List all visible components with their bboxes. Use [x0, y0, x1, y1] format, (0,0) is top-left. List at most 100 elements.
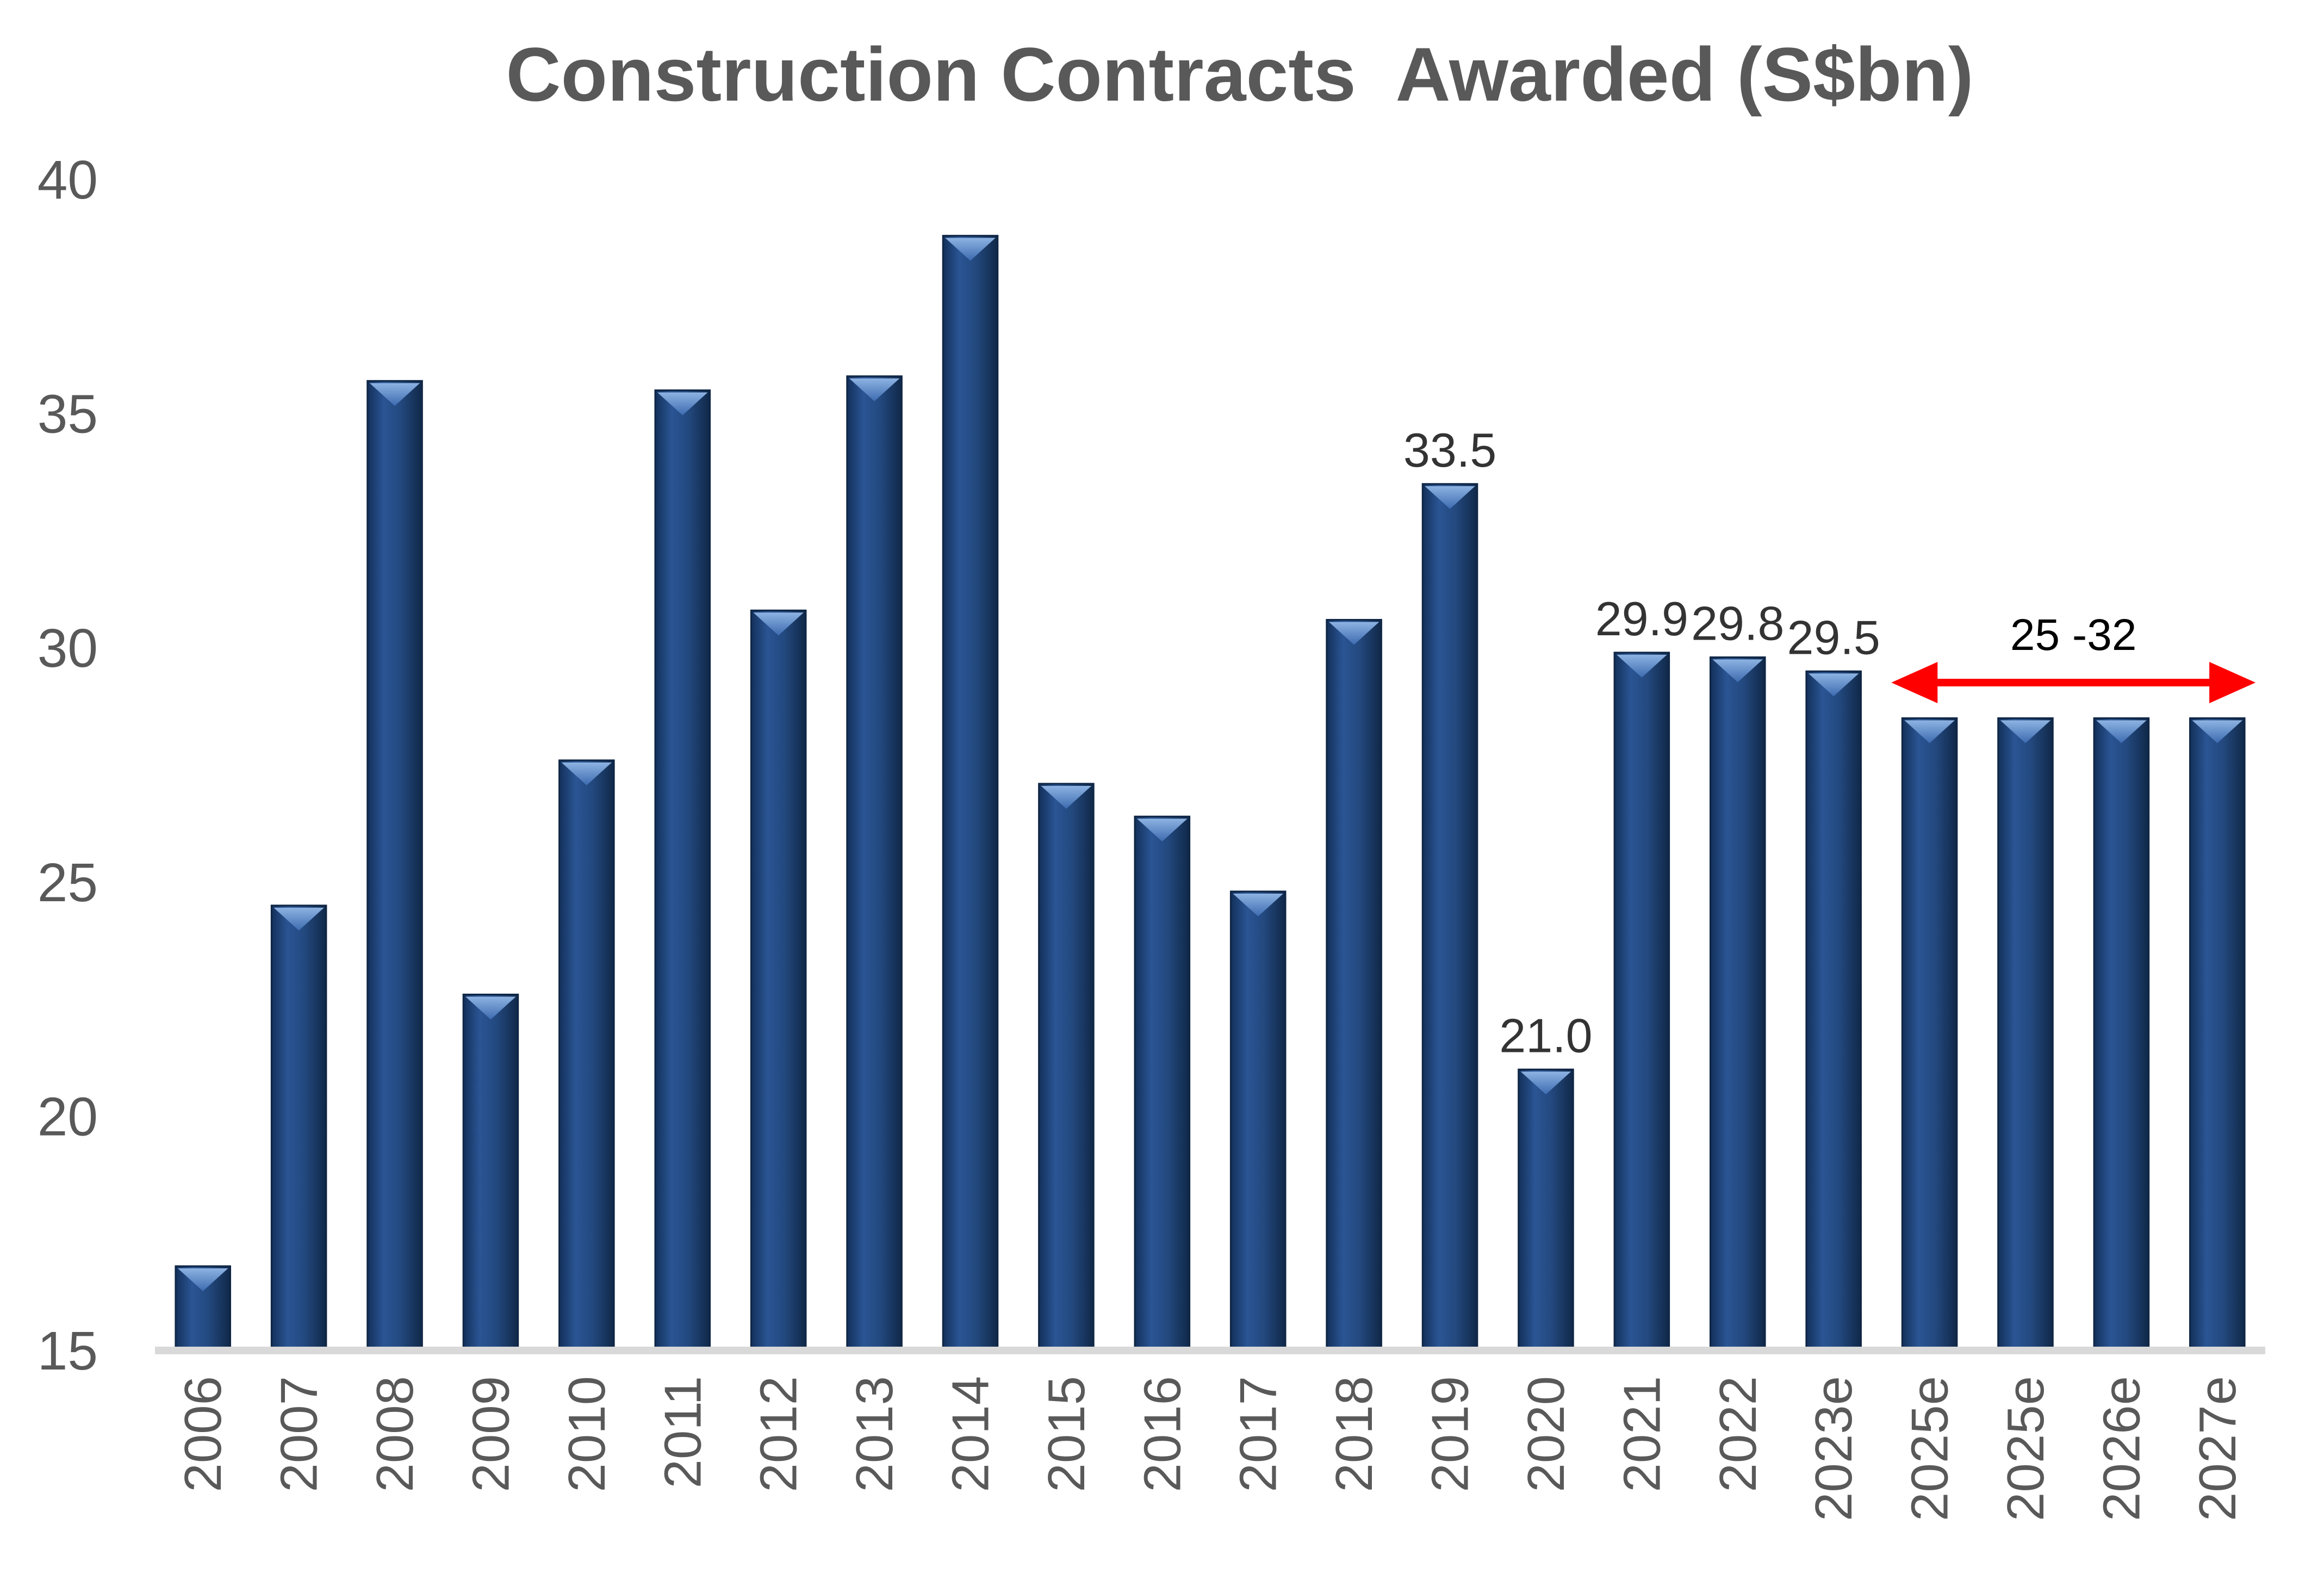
- data-label: 29.9: [1595, 592, 1688, 646]
- x-tick-label: 2022: [1709, 1376, 1767, 1492]
- bar-body: [1709, 656, 1766, 1352]
- data-label: 33.5: [1403, 423, 1496, 477]
- bar: [1901, 717, 1958, 1352]
- y-tick-label: 30: [38, 618, 98, 679]
- bar-body: [2093, 717, 2150, 1352]
- bar-body: [750, 609, 807, 1352]
- bar-cap: [561, 762, 612, 785]
- data-labels: 33.5 21.0 29.9 29.8 29.5: [1403, 423, 1880, 1063]
- bar-cap: [753, 612, 804, 636]
- range-annotation: 25 -32: [1891, 610, 2256, 703]
- bar-cap: [369, 383, 420, 406]
- bar-cap: [1425, 486, 1475, 509]
- x-tick-label: 2007: [270, 1376, 328, 1492]
- bar-body: [462, 993, 519, 1352]
- bar-body: [1805, 670, 1862, 1352]
- bar: [366, 380, 423, 1352]
- x-tick-label: 2027e: [2189, 1376, 2247, 1521]
- x-tick-label: 2025e: [1997, 1376, 2055, 1521]
- x-tick-label: 2025e: [1901, 1376, 1959, 1521]
- x-axis: 2006 2007 2008 2009 2010 2011 2012 2013 2014 2015…: [174, 1376, 2247, 1521]
- bar-cap: [274, 907, 324, 931]
- x-tick-label: 2018: [1325, 1376, 1383, 1492]
- bar-cap: [1520, 1071, 1571, 1095]
- bar-body: [846, 375, 903, 1352]
- data-label: 29.5: [1787, 610, 1880, 664]
- y-tick-label: 40: [38, 150, 98, 210]
- x-tick-label: 2013: [846, 1376, 904, 1492]
- bar-cap: [1617, 654, 1667, 678]
- bar-body: [1613, 652, 1670, 1352]
- bar: [270, 904, 327, 1352]
- chart-title: Construction Contracts Awarded (S$bn): [506, 32, 1973, 117]
- bar-cap: [2096, 720, 2147, 743]
- bar: [1038, 783, 1095, 1352]
- bar: [1805, 670, 1862, 1352]
- range-label: 25 -32: [2010, 610, 2137, 660]
- x-tick-label: 2016: [1133, 1376, 1191, 1492]
- bar: [1229, 890, 1287, 1352]
- bar-body: [1997, 717, 2054, 1352]
- bar-cap: [1712, 659, 1763, 683]
- bar-body: [366, 380, 423, 1352]
- bar-cap: [1328, 622, 1380, 645]
- bar-cap: [1233, 894, 1283, 917]
- bar: [1421, 483, 1478, 1352]
- bar: [1613, 652, 1670, 1352]
- bar-cap: [1137, 819, 1188, 842]
- x-tick-label: 2006: [174, 1376, 232, 1492]
- bar-body: [1038, 783, 1095, 1352]
- x-tick-label: 2011: [654, 1376, 712, 1488]
- y-tick-label: 35: [38, 384, 98, 445]
- bar-body: [654, 389, 711, 1352]
- bar-body: [1326, 619, 1382, 1352]
- bar-body: [942, 234, 999, 1352]
- bar-cap: [465, 996, 516, 1020]
- bar: [1326, 619, 1382, 1352]
- x-tick-label: 2017: [1229, 1376, 1288, 1492]
- bar-cap: [2000, 720, 2051, 743]
- range-arrow-head-left: [1891, 662, 1938, 703]
- x-tick-label: 2015: [1037, 1376, 1096, 1492]
- y-tick-label: 25: [38, 852, 98, 913]
- y-tick-label: 20: [38, 1086, 98, 1147]
- x-tick-label: 2009: [462, 1376, 520, 1492]
- x-tick-label: 2010: [558, 1376, 616, 1492]
- bar-cap: [1904, 720, 1955, 743]
- bar: [1709, 656, 1766, 1352]
- x-tick-label: 2023e: [1805, 1376, 1863, 1521]
- bar: [846, 375, 903, 1352]
- bar-cap: [849, 378, 900, 401]
- bar-body: [270, 904, 327, 1352]
- bar: [1997, 717, 2054, 1352]
- bar-body: [1134, 815, 1191, 1352]
- bar-cap: [177, 1268, 228, 1291]
- bar-cap: [1808, 673, 1859, 697]
- data-label: 21.0: [1499, 1008, 1592, 1062]
- y-tick-label: 15: [38, 1321, 98, 1381]
- range-arrow-head-right: [2209, 662, 2256, 703]
- bar: [2189, 717, 2246, 1352]
- x-tick-label: 2021: [1613, 1376, 1671, 1492]
- bar: [462, 993, 519, 1352]
- x-tick-label: 2019: [1421, 1376, 1480, 1492]
- y-axis: 15 20 25 30 35 40: [38, 150, 98, 1381]
- bar-body: [1901, 717, 1958, 1352]
- x-tick-label: 2026e: [2092, 1376, 2151, 1521]
- x-tick-label: 2008: [366, 1376, 424, 1492]
- bar-body: [2189, 717, 2246, 1352]
- bar-cap: [657, 392, 708, 416]
- bar-cap: [1041, 785, 1092, 809]
- bars: [175, 234, 2246, 1352]
- bar: [175, 1265, 231, 1352]
- bar: [1134, 815, 1191, 1352]
- bar-body: [1421, 483, 1478, 1352]
- x-tick-label: 2020: [1517, 1376, 1575, 1492]
- bar: [942, 234, 999, 1352]
- bar-body: [1229, 890, 1287, 1352]
- bar-cap: [945, 238, 996, 261]
- bar: [654, 389, 711, 1352]
- x-tick-label: 2012: [750, 1376, 808, 1492]
- bar: [1518, 1068, 1574, 1352]
